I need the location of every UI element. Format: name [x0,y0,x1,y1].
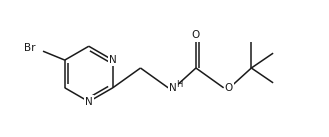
Text: O: O [225,83,233,93]
Text: N: N [109,55,117,65]
Text: O: O [192,30,200,40]
Text: N: N [85,97,93,107]
Text: H: H [176,80,183,89]
Text: Br: Br [24,43,35,53]
Text: N: N [169,83,177,93]
